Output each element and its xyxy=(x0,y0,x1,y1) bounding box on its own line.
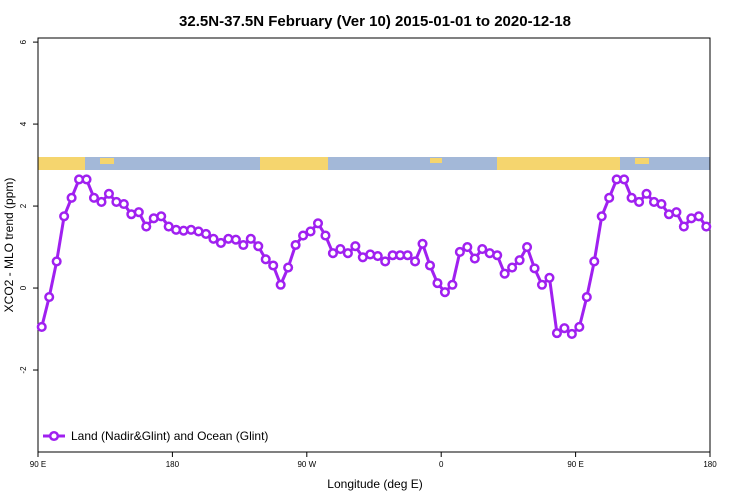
data-point xyxy=(36,321,47,333)
data-point xyxy=(492,250,503,261)
data-point xyxy=(544,272,555,283)
data-point xyxy=(350,241,361,252)
x-tick-label: 0 xyxy=(439,460,444,469)
legend-label: Land (Nadir&Glint) and Ocean (Glint) xyxy=(71,429,268,443)
data-point xyxy=(626,192,637,203)
data-point xyxy=(619,174,630,185)
data-point xyxy=(581,292,592,303)
data-point xyxy=(701,221,712,232)
data-point xyxy=(671,207,682,218)
data-point xyxy=(439,287,450,298)
data-point xyxy=(342,248,353,259)
data-point xyxy=(634,196,645,208)
data-point xyxy=(462,241,473,253)
data-point xyxy=(298,230,309,241)
data-point xyxy=(656,198,667,210)
data-point xyxy=(469,253,480,264)
x-tick-label: 90 E xyxy=(567,460,583,469)
data-point xyxy=(529,263,540,274)
data-point xyxy=(283,262,294,273)
chart-title: 32.5N-37.5N February (Ver 10) 2015-01-01… xyxy=(179,13,571,30)
data-point xyxy=(447,279,458,290)
y-tick-label: 6 xyxy=(19,39,28,44)
land-band xyxy=(100,158,114,164)
data-point xyxy=(380,256,391,267)
data-point xyxy=(551,328,562,339)
data-point xyxy=(320,230,331,241)
data-point xyxy=(424,260,436,271)
x-tick-label: 90 E xyxy=(30,460,46,469)
land-band xyxy=(38,157,85,170)
data-point xyxy=(268,260,279,271)
data-point xyxy=(51,256,62,267)
data-point xyxy=(260,254,271,265)
data-point xyxy=(604,192,615,203)
data-point xyxy=(507,262,518,273)
data-point xyxy=(208,233,219,244)
data-point xyxy=(678,221,689,232)
data-point xyxy=(566,328,577,339)
data-point xyxy=(141,221,152,232)
data-point xyxy=(275,279,286,290)
data-point xyxy=(200,228,212,239)
data-point xyxy=(290,239,301,251)
y-tick-label: 0 xyxy=(19,285,28,290)
data-point xyxy=(215,237,226,249)
data-point xyxy=(641,188,652,199)
data-point xyxy=(59,211,70,222)
data-point xyxy=(522,241,533,253)
data-point xyxy=(230,234,241,245)
data-point xyxy=(44,292,55,303)
data-point xyxy=(536,279,548,290)
x-axis-title: Longitude (deg E) xyxy=(327,477,422,491)
data-point xyxy=(589,256,600,267)
data-point xyxy=(118,198,129,210)
legend-marker xyxy=(48,430,60,442)
data-point xyxy=(81,174,92,185)
land-band xyxy=(430,158,442,163)
land-band xyxy=(497,157,620,170)
data-point xyxy=(335,244,346,255)
y-axis-title: XCO2 - MLO trend (ppm) xyxy=(2,178,16,313)
data-point xyxy=(514,255,525,266)
data-point xyxy=(245,233,256,244)
data-point xyxy=(103,188,114,199)
data-point xyxy=(305,226,316,237)
data-point xyxy=(432,278,443,289)
data-point xyxy=(66,192,77,203)
y-tick-label: 4 xyxy=(19,121,28,126)
data-point xyxy=(574,321,585,333)
data-point xyxy=(499,268,510,279)
data-point xyxy=(96,196,107,208)
data-point xyxy=(238,239,249,251)
x-tick-label: 180 xyxy=(166,460,180,469)
land-band xyxy=(635,158,649,164)
data-point xyxy=(559,323,570,334)
data-point xyxy=(156,211,167,222)
data-point xyxy=(312,218,324,229)
data-point xyxy=(417,238,428,249)
data-point xyxy=(454,246,465,258)
data-point xyxy=(596,211,607,222)
data-point xyxy=(402,250,413,261)
plot-frame xyxy=(37,37,711,453)
y-tick-label: -2 xyxy=(19,366,28,374)
land-mask-strip xyxy=(38,157,710,170)
data-point xyxy=(253,241,264,252)
data-point xyxy=(372,251,383,262)
data-point xyxy=(133,207,144,218)
x-tick-label: 180 xyxy=(703,460,717,469)
data-point xyxy=(327,248,338,259)
data-point xyxy=(693,211,704,222)
x-tick-label: 90 W xyxy=(297,460,316,469)
data-point xyxy=(477,244,488,255)
data-point xyxy=(410,256,421,267)
data-point xyxy=(88,192,100,203)
y-tick-label: 2 xyxy=(19,203,28,208)
land-band xyxy=(260,157,328,170)
